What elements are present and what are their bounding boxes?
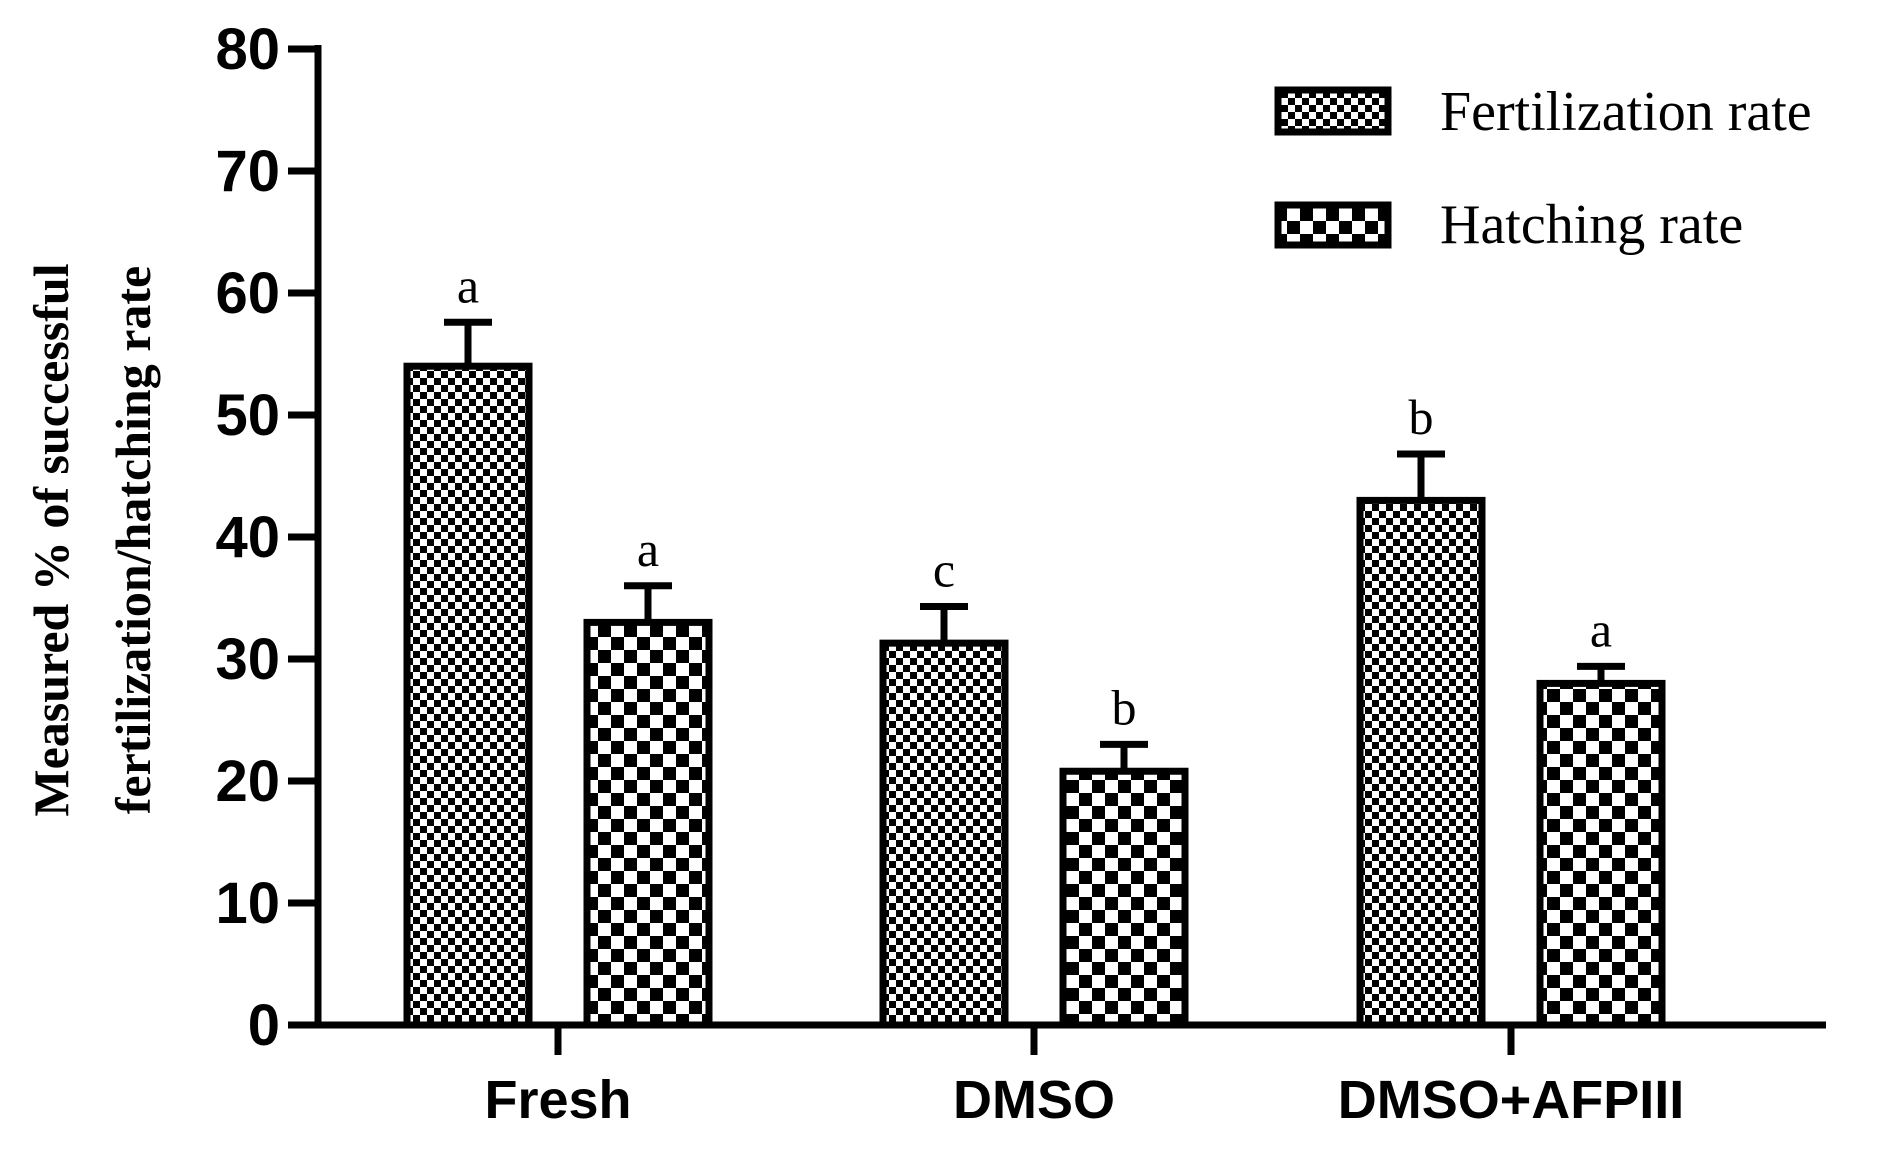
legend-label-fertilization: Fertilization rate [1440, 81, 1812, 143]
bars: a c b a b a [403, 257, 1666, 1029]
bar-hatching [1536, 679, 1666, 1029]
x-tick-label: DMSO+AFPIII [1338, 1070, 1685, 1130]
legend-label-hatching: Hatching rate [1440, 194, 1743, 256]
bar-fertilization [1356, 496, 1486, 1029]
significance-label: b [1112, 679, 1137, 735]
y-axis-title-line1: Measured % of successful [23, 263, 79, 816]
bar-hatching [1059, 767, 1189, 1029]
y-tick-label: 50 [215, 383, 280, 448]
axes: 0 10 20 30 40 50 60 70 80 Fresh DMSO DMSO+AFPIII [215, 17, 1826, 1130]
significance-label: a [1590, 601, 1612, 657]
legend-swatch-hatching [1274, 201, 1392, 249]
y-tick-label: 80 [215, 17, 280, 82]
y-tick-label: 10 [215, 871, 280, 936]
y-tick-label: 40 [215, 505, 280, 570]
y-tick-label: 0 [248, 993, 280, 1058]
significance-label: a [457, 257, 479, 313]
bar-fertilization [879, 639, 1009, 1029]
y-tick-label: 70 [215, 139, 280, 204]
bar-hatching [583, 618, 713, 1029]
y-tick-label: 20 [215, 749, 280, 814]
significance-label: c [933, 542, 955, 598]
bar-fertilization [403, 362, 533, 1029]
legend-swatch-fertilization [1274, 86, 1392, 136]
significance-label: b [1409, 389, 1434, 445]
y-tick-label: 60 [215, 261, 280, 326]
x-tick-label: Fresh [484, 1070, 631, 1130]
y-tick-label: 30 [215, 627, 280, 692]
legend: Fertilization rate Hatching rate [1274, 81, 1812, 256]
significance-label: a [637, 521, 659, 577]
y-axis-title-line2: fertilization/hatching rate [105, 266, 161, 815]
x-tick-label: DMSO [953, 1070, 1115, 1130]
